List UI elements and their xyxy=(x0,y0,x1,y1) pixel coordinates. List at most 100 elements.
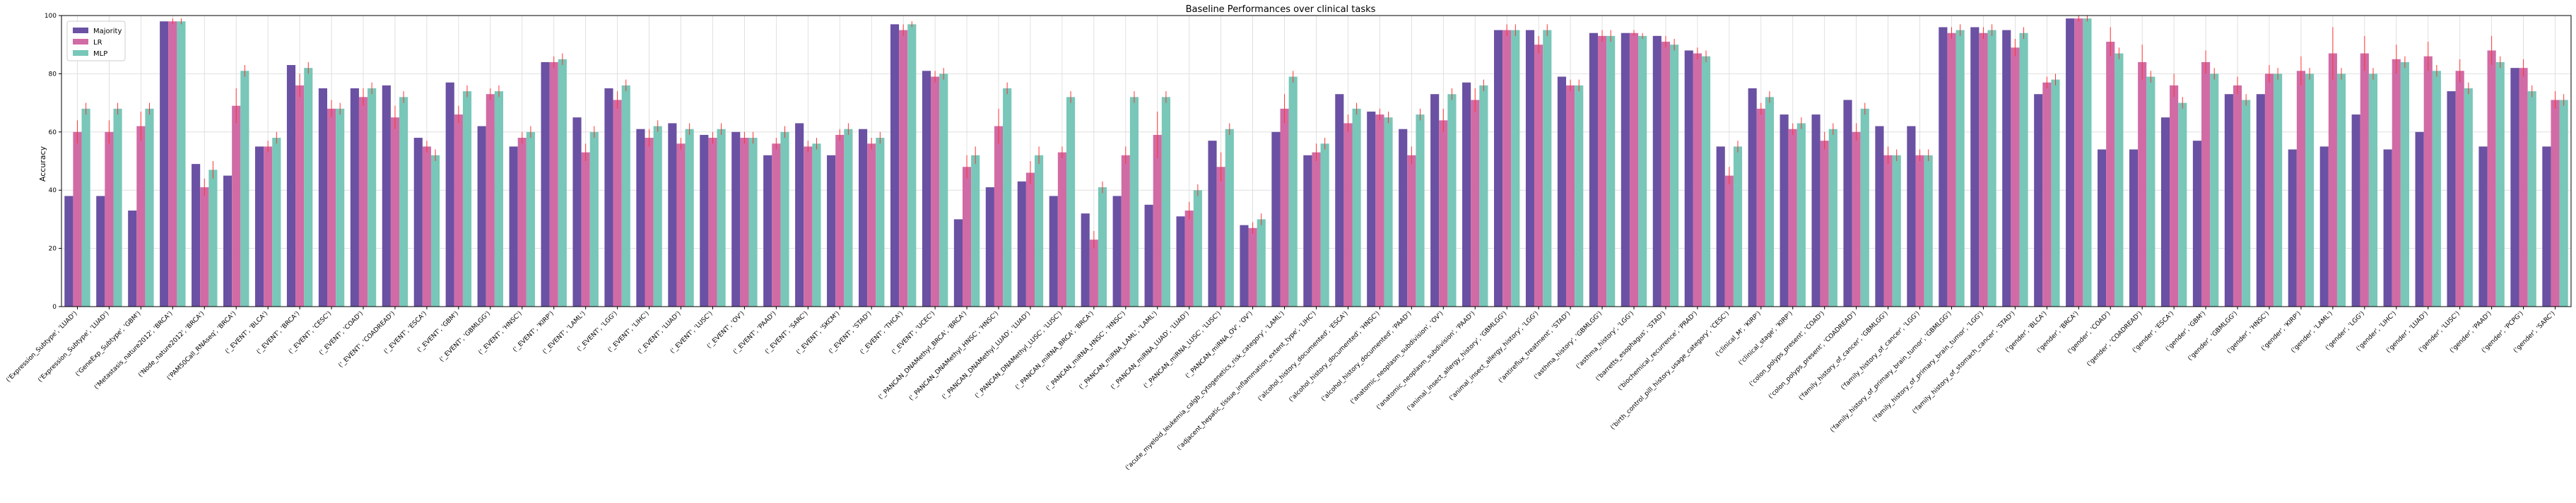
error-bars xyxy=(76,16,2565,249)
bar-majority xyxy=(2510,68,2519,307)
bar-lr xyxy=(1057,152,1066,307)
bar-lr xyxy=(772,143,781,307)
bar-lr xyxy=(2392,59,2401,307)
bar-mlp xyxy=(1352,108,1361,307)
bar-mlp xyxy=(1733,146,1743,307)
bar-majority xyxy=(859,129,868,307)
bar-mlp xyxy=(1987,30,1996,307)
bar-majority xyxy=(1493,30,1503,307)
bar-majority xyxy=(1303,155,1312,307)
bar-lr xyxy=(2201,61,2211,307)
bar-mlp xyxy=(1098,187,1107,307)
bar-lr xyxy=(327,108,336,307)
bar-mlp xyxy=(1828,129,1837,307)
y-tick-label: 0 xyxy=(52,304,57,311)
x-tick-label: ('Node_nature2012', 'BRCA') xyxy=(137,310,206,379)
legend-swatch xyxy=(73,28,88,33)
bar-mlp xyxy=(367,88,377,307)
bar-lr xyxy=(105,131,114,307)
bar-majority xyxy=(286,65,296,307)
bar-mlp xyxy=(812,143,821,307)
bar-lr xyxy=(2264,73,2274,307)
bar-mlp xyxy=(780,131,789,307)
bar-mlp xyxy=(1288,76,1298,307)
bar-lr xyxy=(200,187,209,307)
bar-majority xyxy=(1907,126,1916,307)
bar-mlp xyxy=(81,108,90,307)
bar-lr xyxy=(1121,155,1130,307)
y-tick-label: 80 xyxy=(49,71,57,78)
bar-lr xyxy=(1597,35,1607,307)
bar-lr xyxy=(1216,167,1225,307)
bar-mlp xyxy=(1955,30,1965,307)
bar-mlp xyxy=(1796,123,1806,307)
x-tick-label: ('PAM50Call_RNAseq', 'BRCA') xyxy=(166,310,238,382)
bar-mlp xyxy=(1511,30,1520,307)
bar-majority xyxy=(1589,32,1598,307)
bar-mlp xyxy=(589,131,599,307)
bar-majority xyxy=(96,196,105,307)
bar-lr xyxy=(1153,134,1162,307)
bar-lr xyxy=(2328,53,2337,307)
bar-majority xyxy=(2415,131,2424,307)
bar-mlp xyxy=(1892,155,1901,307)
bar-majority xyxy=(1240,225,1249,307)
bar-lr xyxy=(994,126,1004,307)
bar-majority xyxy=(1557,76,1567,307)
bar-majority xyxy=(2319,146,2329,307)
bar-mlp xyxy=(653,126,662,307)
bar-mlp xyxy=(2019,32,2028,307)
bar-mlp xyxy=(526,131,535,307)
bar-lr xyxy=(232,105,241,307)
bar-lr xyxy=(1025,172,1035,307)
bar-mlp xyxy=(336,108,345,307)
bar-lr xyxy=(1820,141,1829,307)
bar-mlp xyxy=(748,138,758,307)
bar-lr xyxy=(2360,53,2369,307)
bar-lr xyxy=(1502,30,1512,307)
bar-lr xyxy=(1375,114,1384,307)
bar-lr xyxy=(1629,32,1639,307)
bar-majority xyxy=(1875,126,1884,307)
bar-mlp xyxy=(1384,117,1393,307)
bar-lr xyxy=(1312,152,1321,307)
y-tick-label: 60 xyxy=(49,129,57,136)
bar-majority xyxy=(192,164,201,307)
legend: Majority LR MLP xyxy=(66,20,126,61)
bar-majority xyxy=(509,146,518,307)
bar-mlp xyxy=(1257,219,1266,307)
bar-majority xyxy=(1843,100,1852,307)
bar-majority xyxy=(731,131,741,307)
bar-mlp xyxy=(907,24,917,307)
bar-majority xyxy=(2066,18,2075,307)
bar-majority xyxy=(1144,204,1153,307)
bar-majority xyxy=(1049,196,1058,307)
bar-majority xyxy=(636,129,645,307)
bar-lr xyxy=(581,152,590,307)
bar-majority xyxy=(350,88,359,307)
bar-majority xyxy=(763,155,772,307)
bar-majority xyxy=(1748,88,1757,307)
bar-majority xyxy=(1525,30,1535,307)
bar-majority xyxy=(2288,149,2297,307)
bar-lr xyxy=(549,61,558,307)
bar-lr xyxy=(1184,211,1194,307)
bar-lr xyxy=(899,30,908,307)
bar-lr xyxy=(2042,82,2052,307)
bar-mlp xyxy=(1575,85,1584,307)
bar-lr xyxy=(962,167,972,307)
bar-majority xyxy=(1970,27,1980,307)
bar-majority xyxy=(1652,35,1662,307)
bar-mlp xyxy=(272,138,281,307)
bar-lr xyxy=(2138,61,2147,307)
bar-mlp xyxy=(1638,35,1647,307)
bar-lr xyxy=(1534,45,1543,307)
bar-mlp xyxy=(939,73,948,307)
bar-lr xyxy=(73,131,82,307)
x-tick-label: ('asthma_history', 'GBMLGG') xyxy=(1533,310,1604,381)
bar-majority xyxy=(413,138,423,307)
bar-lr xyxy=(422,146,431,307)
bar-mlp xyxy=(177,21,186,307)
bar-lr xyxy=(486,94,495,307)
bar-majority xyxy=(1367,111,1376,307)
